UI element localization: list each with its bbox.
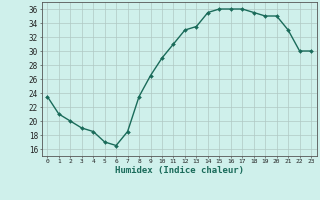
X-axis label: Humidex (Indice chaleur): Humidex (Indice chaleur)	[115, 166, 244, 175]
